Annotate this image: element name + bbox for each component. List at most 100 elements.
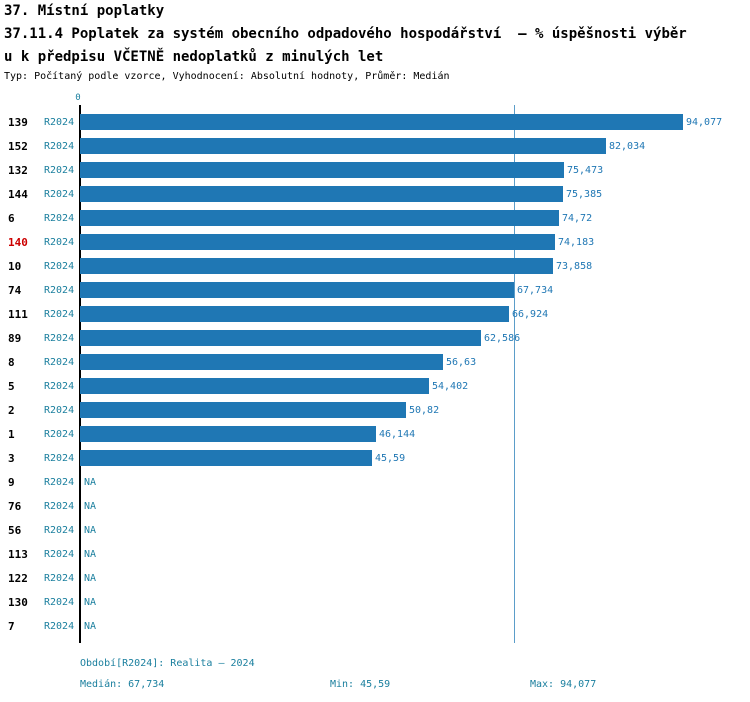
row-bar-area: 46,144: [80, 422, 750, 446]
row-period-label: R2024: [44, 500, 75, 512]
row-bar-area: 50,82: [80, 398, 750, 422]
chart-title-line-2: u k předpisu VČETNĚ nedoplatků z minulýc…: [4, 49, 384, 65]
bar[interactable]: [80, 234, 555, 250]
row-bar-area: 82,034: [80, 134, 750, 158]
bar-row: 2 R2024 50,82: [0, 398, 750, 422]
bar-row: 139 R2024 94,077: [0, 110, 750, 134]
bar-row: 111 R2024 66,924: [0, 302, 750, 326]
bar[interactable]: [80, 114, 683, 130]
bar[interactable]: [80, 450, 372, 466]
bar-row: 140 R2024 74,183: [0, 230, 750, 254]
bar-value-label: 74,72: [562, 212, 593, 224]
row-id: 74: [8, 283, 22, 297]
bar[interactable]: [80, 138, 606, 154]
row-id: 10: [8, 259, 22, 273]
row-id: 5: [8, 379, 15, 393]
na-label: NA: [84, 548, 97, 560]
chart-title-line-1: 37.11.4 Poplatek za systém obecního odpa…: [4, 26, 687, 42]
bar-value-label: 54,402: [432, 380, 469, 392]
bar[interactable]: [80, 210, 559, 226]
bar[interactable]: [80, 282, 514, 298]
row-bar-area: 94,077: [80, 110, 750, 134]
row-id: 3: [8, 451, 15, 465]
na-label: NA: [84, 596, 97, 608]
bar[interactable]: [80, 378, 429, 394]
row-period-label: R2024: [44, 476, 75, 488]
row-bar-area: NA: [80, 542, 750, 566]
row-period-label: R2024: [44, 164, 75, 176]
na-label: NA: [84, 572, 97, 584]
bar[interactable]: [80, 306, 509, 322]
bar-value-label: 46,144: [379, 428, 416, 440]
horizontal-bar-chart: 0 139 R2024 94,077 152 R2024 82,034 132 R2024 75…: [0, 90, 750, 646]
row-id-selected: 140: [8, 235, 28, 249]
footer-max-label: Max: 94,077: [530, 679, 597, 690]
row-id: 8: [8, 355, 15, 369]
row-bar-area: 74,72: [80, 206, 750, 230]
row-bar-area: NA: [80, 470, 750, 494]
bar[interactable]: [80, 330, 481, 346]
row-period-label: R2024: [44, 548, 75, 560]
bar-value-label: 67,734: [517, 284, 554, 296]
row-id: 139: [8, 115, 28, 129]
bar[interactable]: [80, 426, 376, 442]
bar-row: 132 R2024 75,473: [0, 158, 750, 182]
row-period-label: R2024: [44, 332, 75, 344]
row-id: 113: [8, 547, 28, 561]
bar-value-label: 74,183: [558, 236, 595, 248]
bar-value-label: 62,586: [484, 332, 521, 344]
bar-row: 1 R2024 46,144: [0, 422, 750, 446]
bar-row: 74 R2024 67,734: [0, 278, 750, 302]
row-id: 122: [8, 571, 28, 585]
row-bar-area: NA: [80, 590, 750, 614]
na-label: NA: [84, 524, 97, 536]
bar-value-label: 82,034: [609, 140, 646, 152]
row-period-label: R2024: [44, 260, 75, 272]
row-id: 132: [8, 163, 28, 177]
row-period-label: R2024: [44, 452, 75, 464]
bar-value-label: 50,82: [409, 404, 440, 416]
row-id: 89: [8, 331, 22, 345]
bar-row: 76 R2024 NA: [0, 494, 750, 518]
row-bar-area: 74,183: [80, 230, 750, 254]
row-period-label: R2024: [44, 524, 75, 536]
row-id: 6: [8, 211, 15, 225]
na-label: NA: [84, 620, 97, 632]
bar-row: 122 R2024 NA: [0, 566, 750, 590]
bar[interactable]: [80, 186, 563, 202]
bar-value-label: 56,63: [446, 356, 477, 368]
row-id: 1: [8, 427, 15, 441]
bar[interactable]: [80, 258, 553, 274]
row-id: 111: [8, 307, 28, 321]
chart-meta-line: Typ: Počítaný podle vzorce, Vyhodnocení:…: [4, 71, 450, 82]
row-id: 9: [8, 475, 15, 489]
row-period-label: R2024: [44, 596, 75, 608]
row-bar-area: 56,63: [80, 350, 750, 374]
row-period-label: R2024: [44, 212, 75, 224]
row-bar-area: 67,734: [80, 278, 750, 302]
row-id: 7: [8, 619, 15, 633]
row-period-label: R2024: [44, 140, 75, 152]
bar[interactable]: [80, 162, 564, 178]
row-id: 2: [8, 403, 15, 417]
row-period-label: R2024: [44, 188, 75, 200]
bar-row: 5 R2024 54,402: [0, 374, 750, 398]
bar-value-label: 66,924: [512, 308, 549, 320]
footer-min-label: Min: 45,59: [330, 679, 391, 690]
row-id: 130: [8, 595, 28, 609]
row-bar-area: 66,924: [80, 302, 750, 326]
bar-row: 10 R2024 73,858: [0, 254, 750, 278]
footer-period-label: Období[R2024]: Realita – 2024: [80, 658, 255, 669]
bar[interactable]: [80, 402, 406, 418]
row-period-label: R2024: [44, 620, 75, 632]
row-bar-area: NA: [80, 518, 750, 542]
row-bar-area: NA: [80, 566, 750, 590]
bar-row: 144 R2024 75,385: [0, 182, 750, 206]
row-id: 76: [8, 499, 22, 513]
bar-row: 130 R2024 NA: [0, 590, 750, 614]
row-bar-area: NA: [80, 494, 750, 518]
bar[interactable]: [80, 354, 443, 370]
na-label: NA: [84, 500, 97, 512]
bar-row: 89 R2024 62,586: [0, 326, 750, 350]
